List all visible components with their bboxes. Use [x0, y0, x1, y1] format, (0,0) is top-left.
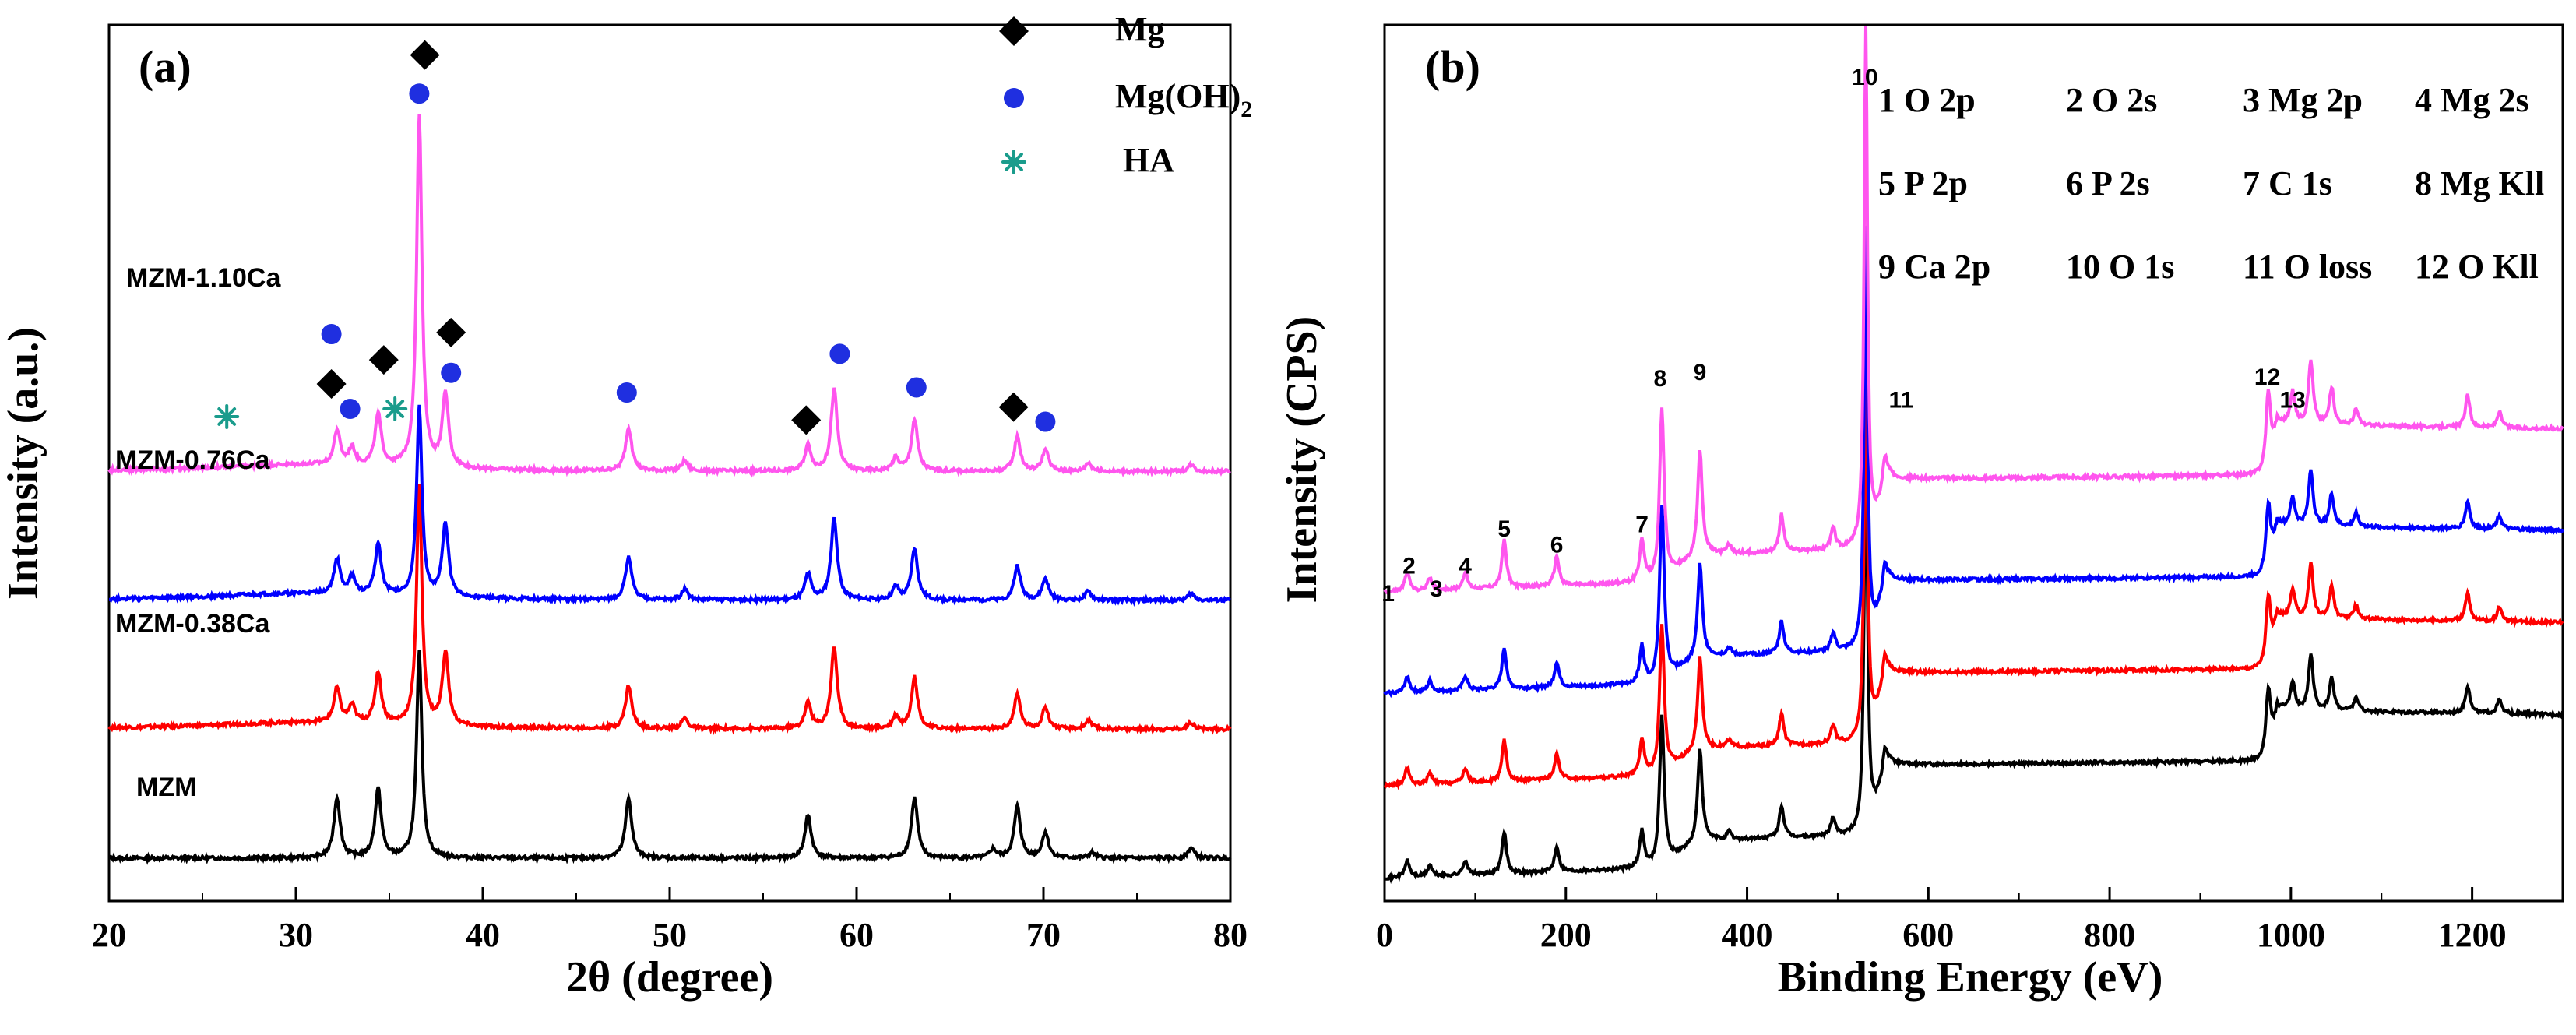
xps-key-entry: 12 O Kll	[2415, 248, 2539, 286]
xrd-phase-markers	[214, 40, 1056, 435]
xps-key-entry: 7 C 1s	[2243, 164, 2332, 202]
mgoh2-circle-marker	[906, 377, 927, 398]
asterisk-stroke	[1005, 153, 1023, 171]
xps-key-entry: 8 Mg Kll	[2415, 164, 2544, 202]
legend-label-text: HA	[1123, 141, 1174, 179]
xrd-x-tick-label: 50	[653, 916, 687, 954]
xrd-x-tick-label: 20	[92, 916, 126, 954]
xps-series-line	[1384, 420, 2564, 885]
xrd-series-label: MZM	[136, 773, 196, 802]
xps-series-line	[1383, 26, 2564, 595]
legend-label-text: Mg(OH)	[1115, 77, 1240, 115]
xrd-chart: 20 30 40 50 60 70 80 MZMMZM-0.38CaMZM-0.76CaMZ…	[0, 10, 1252, 1002]
mg-diamond-marker	[368, 345, 399, 375]
legend-label-subscript: 2	[1240, 97, 1252, 122]
xps-peak-label: 10	[1852, 65, 1877, 90]
ha-asterisk-marker	[214, 403, 240, 429]
xps-x-tick-label: 0	[1376, 916, 1393, 954]
xrd-x-tick-label: 70	[1026, 916, 1061, 954]
xps-x-tick-label: 1200	[2438, 916, 2507, 954]
xps-series-group	[1383, 26, 2564, 885]
ha-asterisk-marker	[382, 396, 408, 422]
xps-peak-label: 7	[1635, 512, 1649, 537]
asterisk-stroke	[385, 400, 405, 418]
panel-label-a: (a)	[139, 41, 192, 92]
xps-key-entry: 1 O 2p	[1878, 81, 1976, 119]
xrd-x-tick-label: 40	[466, 916, 500, 954]
xrd-x-tick-label: 30	[279, 916, 313, 954]
xps-key-entry: 11 O loss	[2243, 248, 2372, 286]
xps-x-axis-title: Binding Energy (eV)	[1778, 953, 2163, 1002]
xps-x-tick-label: 200	[1540, 916, 1592, 954]
xrd-legend: Mg Mg(OH)2 HA	[999, 10, 1252, 179]
xps-peak-label: 1	[1381, 581, 1395, 607]
xps-peak-label: 3	[1430, 576, 1443, 602]
mg-diamond-marker	[791, 405, 822, 435]
mg-diamond-marker	[410, 40, 440, 70]
xps-key-entry: 5 P 2p	[1878, 164, 1968, 202]
mgoh2-circle-marker	[616, 382, 637, 403]
legend-label: Mg(OH)2	[1115, 77, 1252, 122]
mgoh2-circle-marker	[321, 324, 342, 345]
panel-label-b: (b)	[1425, 41, 1480, 92]
legend-label-text: Mg	[1115, 10, 1165, 48]
xps-series-line	[1383, 355, 2564, 790]
xrd-series-label: MZM-0.76Ca	[115, 445, 270, 475]
xps-peak-key: 1 O 2p 2 O 2s 3 Mg 2p 4 Mg 2s 5 P 2p 6 P 2s 7 …	[1878, 81, 2544, 286]
xps-peak-label: 11	[1889, 387, 1914, 413]
mgoh2-circle-marker	[409, 83, 430, 104]
xps-x-tick-label: 800	[2084, 916, 2135, 954]
xrd-series-labels: MZM MZM-0.38Ca MZM-0.76Ca MZM-1.10Ca	[115, 263, 281, 802]
xrd-x-tick-label: 80	[1213, 916, 1248, 954]
xps-key-entry: 2 O 2s	[2066, 81, 2157, 119]
mgoh2-circle-marker	[1035, 411, 1056, 432]
xps-key-entry: 3 Mg 2p	[2243, 81, 2363, 119]
xps-peak-label: 6	[1550, 532, 1564, 558]
mgoh2-circle-marker	[441, 362, 462, 383]
asterisk-stroke	[217, 407, 237, 426]
legend-marker-circle	[1004, 88, 1024, 108]
mg-diamond-marker	[436, 317, 466, 347]
mgoh2-circle-marker	[829, 343, 850, 364]
xps-peak-label: 13	[2279, 387, 2305, 413]
xps-y-axis-title: Intensity (CPS)	[1278, 316, 1326, 604]
xrd-series-group	[107, 114, 1232, 865]
xps-peak-label: 12	[2254, 364, 2280, 390]
xps-series-line	[1383, 225, 2564, 699]
xrd-axis-ticks: 20 30 40 50 60 70 80	[92, 887, 1248, 954]
xrd-x-tick-label: 60	[839, 916, 874, 954]
xrd-series-line	[107, 484, 1232, 735]
xps-x-tick-label: 400	[1722, 916, 1773, 954]
xps-axis-ticks: 0 200 400 600 800 1000 1200	[1376, 887, 2507, 954]
xps-x-tick-label: 600	[1902, 916, 1954, 954]
xps-key-entry: 6 P 2s	[2066, 164, 2150, 202]
legend-marker-diamond	[999, 16, 1029, 46]
xps-key-entry: 10 O 1s	[2066, 248, 2174, 286]
xrd-series-label: MZM-0.38Ca	[115, 609, 270, 639]
xps-peak-label: 8	[1653, 366, 1666, 392]
xps-x-tick-label: 1000	[2257, 916, 2325, 954]
xps-peak-label: 5	[1497, 516, 1511, 542]
xps-key-entry: 9 Ca 2p	[1878, 248, 1990, 286]
legend-marker-asterisk	[1001, 150, 1026, 174]
xps-peak-label: 4	[1459, 554, 1472, 579]
xrd-x-axis-title: 2θ (degree)	[566, 953, 773, 1002]
xrd-series-line	[108, 404, 1231, 607]
mg-diamond-marker	[998, 392, 1029, 422]
xps-peak-label: 9	[1694, 360, 1707, 385]
xrd-series-label: MZM-1.10Ca	[126, 263, 281, 293]
xrd-y-axis-title: Intensity (a.u.)	[0, 327, 48, 600]
xps-key-entry: 4 Mg 2s	[2415, 81, 2529, 119]
xrd-series-line	[107, 114, 1231, 478]
xps-peak-label: 2	[1402, 554, 1416, 579]
mgoh2-circle-marker	[340, 399, 361, 420]
xrd-series-line	[108, 650, 1232, 865]
mg-diamond-marker	[316, 369, 347, 400]
xps-plot-frame	[1383, 23, 2564, 903]
legend-label: HA	[1123, 141, 1174, 179]
legend-label: Mg	[1115, 10, 1165, 48]
